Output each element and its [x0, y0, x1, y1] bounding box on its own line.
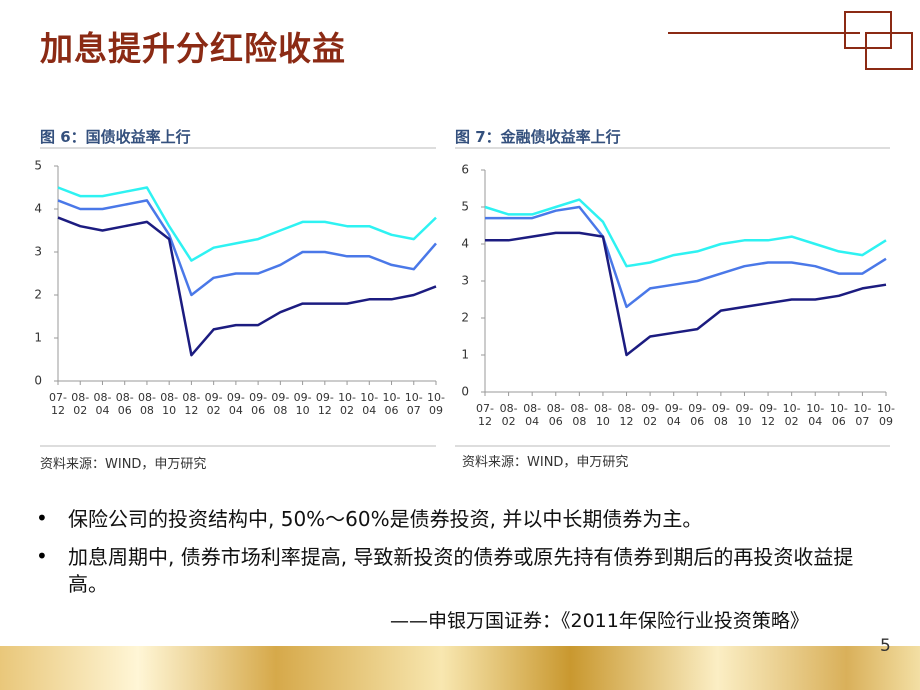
y-tick-label: 6 — [461, 163, 469, 177]
y-tick-label: 4 — [461, 237, 469, 251]
slide-title: 加息提升分红险收益 — [40, 29, 346, 68]
x-tick-label: 08-10 — [160, 391, 179, 417]
x-tick-label: 09-12 — [315, 391, 334, 417]
x-tick-label: 09-10 — [735, 402, 754, 428]
x-tick-label: 09-06 — [688, 402, 707, 428]
series-line — [485, 205, 887, 309]
series-line — [485, 231, 887, 357]
y-tick-label: 1 — [461, 348, 469, 362]
x-tick-label: 08-06 — [546, 402, 565, 428]
x-tick-label: 08-04 — [523, 402, 542, 428]
y-tick-label: 5 — [461, 200, 469, 214]
deco-box — [865, 32, 913, 70]
bullet-dot: • — [36, 544, 48, 568]
y-tick-label: 0 — [461, 385, 469, 399]
y-tick-label: 5 — [34, 159, 42, 173]
series-line — [57, 186, 437, 262]
gold-band — [0, 646, 920, 690]
x-tick-label: 09-06 — [249, 391, 268, 417]
x-tick-label: 08-08 — [570, 402, 589, 428]
x-tick-label: 09-12 — [759, 402, 778, 428]
x-tick-label: 08-12 — [182, 391, 201, 417]
chart-source: 资料来源：WIND，申万研究 — [40, 457, 207, 472]
x-tick-label: 10-06 — [829, 402, 848, 428]
series-line — [484, 198, 887, 268]
y-tick-label: 4 — [34, 202, 42, 216]
x-tick-label: 07-12 — [49, 391, 67, 417]
x-tick-label: 08-02 — [499, 402, 518, 428]
x-tick-label: 10-04 — [360, 391, 379, 417]
y-tick-label: 1 — [34, 331, 42, 345]
x-tick-label: 09-02 — [641, 402, 660, 428]
series-line — [57, 199, 437, 297]
x-tick-label: 08-10 — [593, 402, 612, 428]
bullet: 保险公司的投资结构中, 50%～60%是债券投资, 并以中长期债券为主。 — [68, 507, 703, 531]
citation: ——申银万国证券：《2011年保险行业投资策略》 — [390, 610, 809, 632]
bullet: 加息周期中, 债券市场利率提高, 导致新投资的债券或原先持有债券到期后的再投资收… — [68, 545, 854, 596]
x-tick-label: 10-07 — [853, 402, 872, 428]
x-tick-label: 09-02 — [204, 391, 223, 417]
x-tick-label: 09-04 — [226, 391, 245, 417]
series-line — [57, 216, 437, 357]
x-tick-label: 08-12 — [617, 402, 636, 428]
x-tick-label: 10-09 — [427, 391, 445, 417]
x-tick-label: 08-06 — [115, 391, 134, 417]
bullet-dot: • — [36, 506, 48, 530]
x-tick-label: 07-12 — [476, 402, 494, 428]
x-tick-label: 10-02 — [782, 402, 801, 428]
x-tick-label: 10-04 — [806, 402, 825, 428]
y-tick-label: 0 — [34, 374, 42, 388]
deco-box — [844, 11, 892, 49]
page-number: 5 — [880, 636, 891, 656]
x-tick-label: 10-02 — [338, 391, 357, 417]
chart-source: 资料来源：WIND，申万研究 — [462, 455, 629, 470]
x-tick-label: 09-08 — [711, 402, 730, 428]
x-tick-label: 09-04 — [664, 402, 683, 428]
chart-title: 图 6：国债收益率上行 — [40, 128, 191, 146]
y-tick-label: 2 — [34, 288, 42, 302]
x-tick-label: 08-08 — [137, 391, 156, 417]
x-tick-label: 10-09 — [877, 402, 895, 428]
y-tick-label: 3 — [34, 245, 42, 259]
y-tick-label: 2 — [461, 311, 469, 325]
x-tick-label: 10-06 — [382, 391, 401, 417]
x-tick-label: 09-08 — [271, 391, 290, 417]
x-tick-label: 08-04 — [93, 391, 112, 417]
x-tick-label: 08-02 — [71, 391, 90, 417]
chart-title: 图 7：金融债收益率上行 — [455, 128, 621, 146]
x-tick-label: 10-07 — [404, 391, 423, 417]
x-tick-label: 09-10 — [293, 391, 312, 417]
y-tick-label: 3 — [461, 274, 469, 288]
